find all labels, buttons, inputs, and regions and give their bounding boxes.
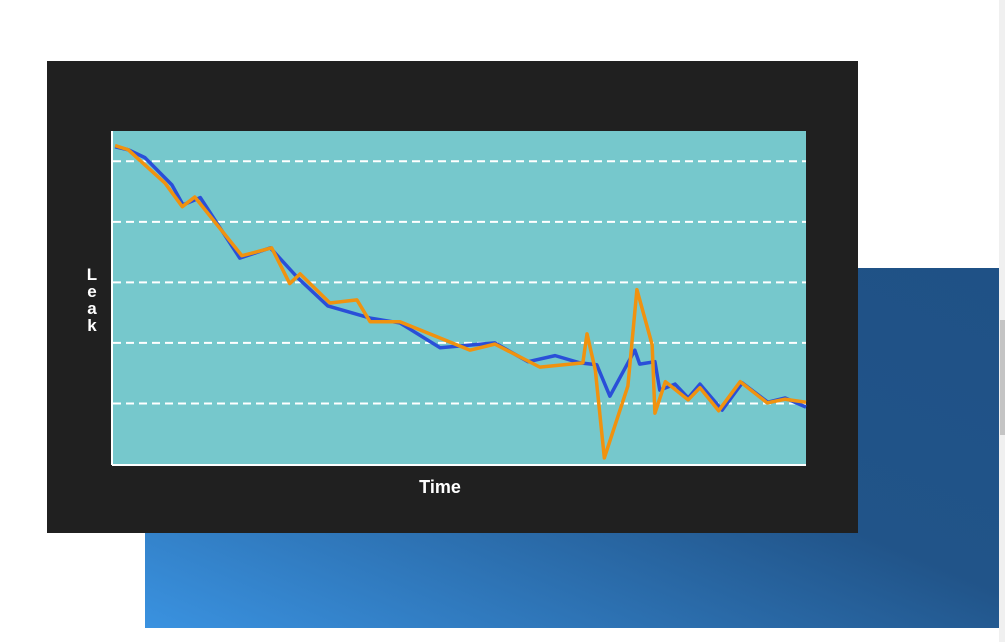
y-axis-label: Leak — [86, 265, 98, 335]
series-line — [114, 145, 807, 412]
plot-area — [113, 131, 806, 464]
series-line — [114, 143, 807, 460]
scrollbar-thumb[interactable] — [1000, 320, 1005, 435]
x-axis-label: Time — [419, 477, 461, 497]
plot — [113, 143, 807, 460]
